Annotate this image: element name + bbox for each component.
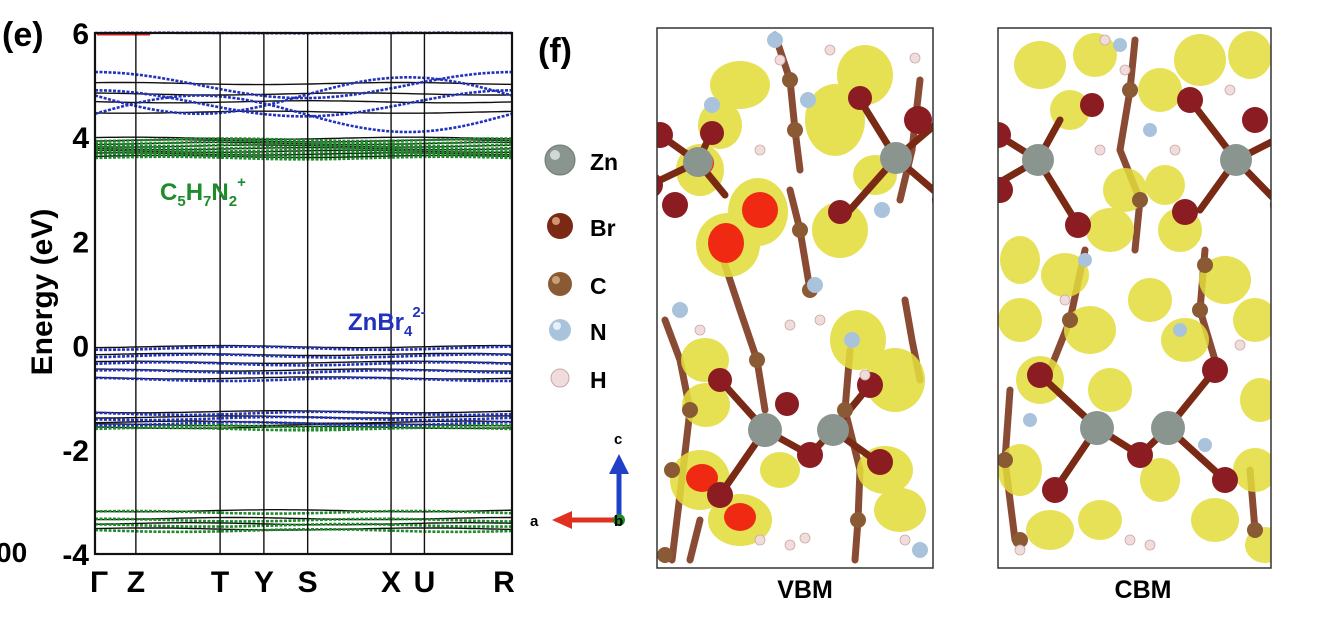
vbm-cell: VBM	[656, 27, 934, 604]
inorganic-band-line	[94, 94, 513, 134]
cbm-isosurfaces	[998, 31, 1271, 563]
band-lines	[94, 31, 513, 534]
inorganic-band-line	[94, 376, 512, 383]
vbm-cell-frame	[656, 27, 934, 569]
organic-band-label: C5H7N2+	[160, 174, 246, 210]
c-axis-label: c	[614, 431, 622, 448]
organic-band-line	[94, 527, 513, 534]
legend-h-label: H	[590, 367, 607, 393]
y-tick-label: 4	[72, 122, 89, 155]
organic-band-line	[94, 145, 513, 151]
k-point-label: R	[493, 566, 515, 599]
organic-band-line	[94, 509, 513, 515]
b-axis-marker	[613, 514, 625, 526]
cbm-zn-atoms	[1022, 144, 1252, 445]
cut-off-tick-label: 00	[0, 537, 27, 568]
inorganic-band-line	[94, 89, 513, 118]
vbm-zn-atoms	[683, 142, 912, 447]
organic-band-line	[94, 142, 513, 148]
black-band-line	[94, 92, 513, 96]
cbm-cell-frame	[997, 27, 1272, 569]
inorganic-band-line	[94, 360, 513, 367]
legend-n-label: N	[590, 319, 607, 345]
organic-band-line	[94, 522, 513, 528]
black-band-line	[94, 360, 513, 364]
legend-zn-swatch	[544, 144, 576, 176]
legend-br-label: Br	[590, 215, 616, 241]
inorganic-band-line	[95, 420, 513, 427]
lattice-axes: c a b	[530, 431, 629, 530]
organic-band-line	[94, 426, 513, 432]
organic-band-line	[94, 147, 513, 153]
k-point-label: U	[414, 566, 436, 599]
y-tick-label: 6	[72, 18, 89, 51]
cbm-br-atoms	[998, 87, 1271, 503]
black-band-line	[94, 509, 513, 513]
vbm-n-atoms	[672, 32, 928, 558]
vbm-br-atoms	[657, 86, 933, 508]
k-point-label: Z	[127, 566, 145, 599]
organic-band-line	[94, 155, 513, 161]
legend-h-swatch	[550, 368, 570, 388]
k-point-label: X	[381, 566, 401, 599]
y-tick-label: -2	[62, 435, 89, 468]
plot-frame	[93, 31, 514, 556]
k-point-label: S	[298, 566, 318, 599]
y-axis-label: Energy (eV)	[26, 209, 59, 376]
inorganic-band-label: ZnBr42-	[348, 304, 426, 340]
k-point-label: Y	[254, 566, 274, 599]
legend-c-swatch	[548, 272, 572, 296]
cbm-cell: CBM	[997, 27, 1272, 604]
panel-label-f: (f)	[538, 32, 572, 70]
organic-band-line	[95, 517, 512, 523]
structure-panel: (f) Zn Br C N H c a b	[530, 27, 1272, 604]
k-point-label: T	[211, 566, 229, 599]
vbm-h-atoms	[694, 44, 921, 551]
inorganic-band-line	[94, 353, 513, 359]
inorganic-band-line	[94, 345, 512, 352]
y-tick-labels: 6 4 2 0 -2 -4	[62, 18, 89, 572]
inorganic-band-line	[94, 368, 513, 375]
black-band-line	[94, 352, 513, 357]
cbm-n-atoms	[1023, 38, 1212, 452]
organic-band-line	[94, 137, 512, 143]
k-path-lines	[135, 33, 426, 554]
vbm-label: VBM	[777, 576, 833, 604]
organic-band-line	[94, 152, 513, 158]
black-band-line	[95, 368, 512, 372]
legend-br-swatch	[547, 213, 573, 239]
inorganic-band-line	[94, 415, 513, 422]
a-axis-label: a	[530, 513, 539, 530]
y-tick-label: 2	[72, 226, 89, 259]
y-tick-label: -4	[62, 539, 89, 572]
organic-band-line	[94, 139, 513, 145]
element-legend: Zn Br C N H	[544, 144, 618, 393]
organic-band-line	[95, 150, 512, 156]
b-axis-label: b	[614, 513, 623, 530]
cbm-label: CBM	[1115, 576, 1172, 604]
cbm-c-atoms	[998, 82, 1263, 548]
inorganic-band-line	[94, 410, 513, 417]
black-band-line	[94, 110, 513, 114]
legend-zn-label: Zn	[590, 149, 618, 175]
k-point-label: Γ	[90, 566, 108, 599]
vbm-c-atoms	[657, 72, 866, 563]
panel-label-e: (e)	[2, 16, 44, 54]
inorganic-band-line	[94, 75, 513, 116]
black-band-line	[94, 81, 513, 86]
legend-c-label: C	[590, 273, 607, 299]
y-tick-label: 0	[72, 331, 89, 364]
black-band-line	[94, 99, 513, 104]
cbm-h-atoms	[1014, 34, 1246, 556]
legend-n-swatch	[549, 319, 571, 341]
